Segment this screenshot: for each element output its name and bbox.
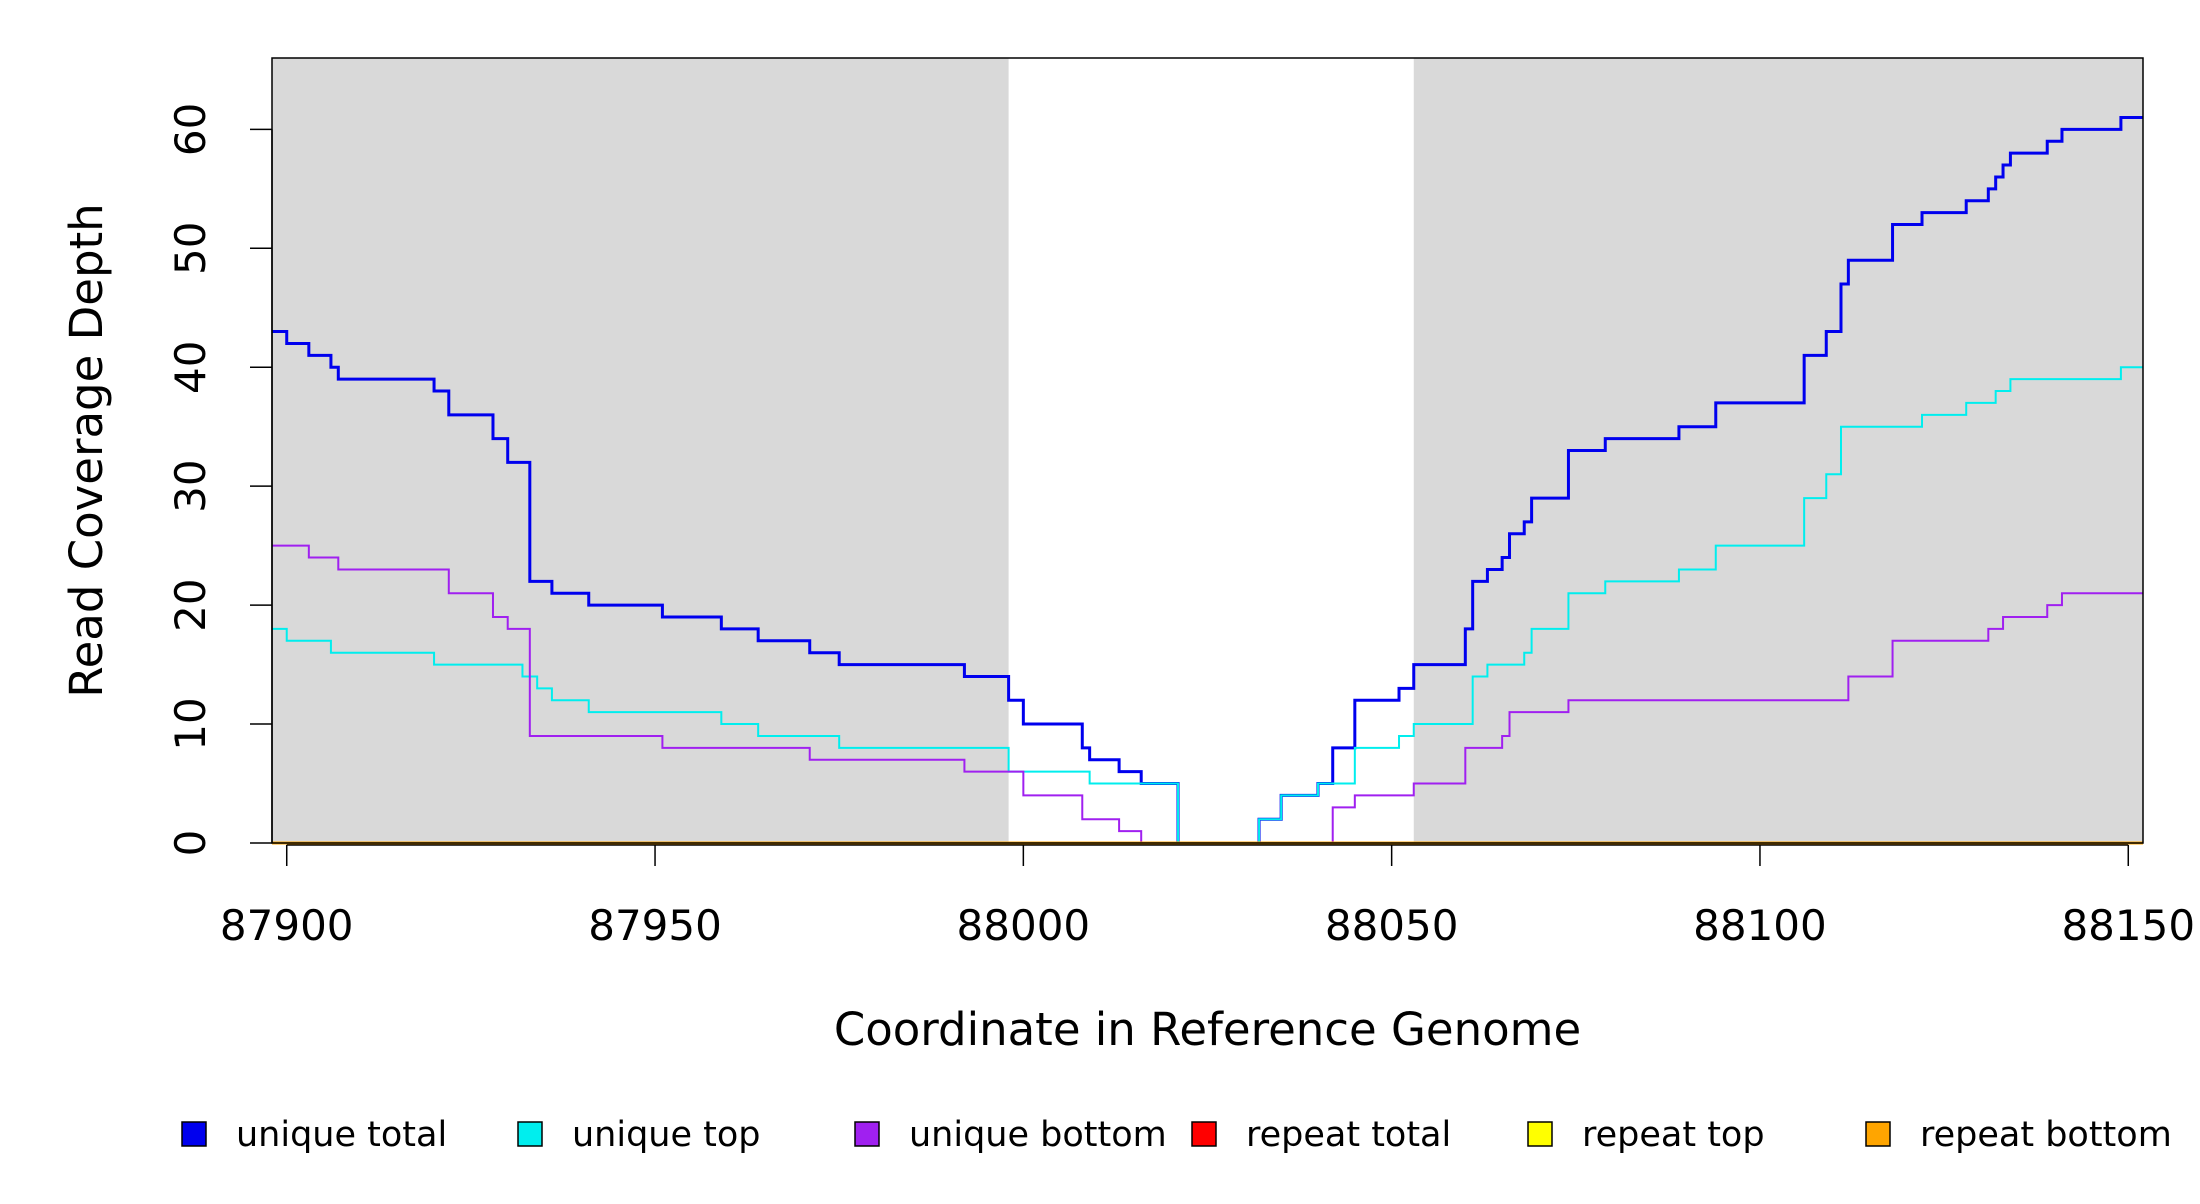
y-tick-label: 20 [166,578,215,631]
x-tick-label: 88150 [2061,901,2195,950]
shaded-region-1 [1413,58,2143,843]
legend-label-unique-bottom: unique bottom [909,1115,1167,1155]
legend-label-unique-total: unique total [236,1115,447,1155]
legend-label-unique-top: unique top [572,1115,761,1155]
series-line-unique-top [272,366,2143,844]
y-tick-label: 0 [166,830,215,857]
legend-label-repeat-total: repeat total [1246,1115,1451,1155]
legend-swatch-unique-bottom [854,1121,880,1147]
legend-swatch-repeat-top [1527,1121,1553,1147]
y-tick-label: 10 [166,697,215,750]
legend-label-repeat-top: repeat top [1582,1115,1765,1155]
legend: unique total unique top unique bottom repea… [181,1115,2172,1155]
legend-swatch-unique-top [517,1121,543,1147]
x-axis-title: Coordinate in Reference Genome [834,1003,1581,1056]
x-tick-label: 88050 [1325,901,1459,950]
legend-swatch-unique-total [181,1121,207,1147]
x-tick-label: 87950 [588,901,722,950]
x-tick-label: 87900 [220,901,354,950]
y-axis: 0 10 20 30 40 50 60 [166,103,273,857]
y-tick-label: 40 [166,341,215,394]
legend-swatch-repeat-total [1191,1121,1217,1147]
shaded-regions [272,58,2143,843]
legend-swatch-repeat-bottom [1865,1121,1891,1147]
x-axis: 87900 87950 88000 88050 88100 88150 [220,844,2195,950]
y-axis-title: Read Coverage Depth [60,203,113,697]
x-tick-label: 88100 [1693,901,1827,950]
y-tick-label: 50 [166,222,215,275]
y-tick-label: 30 [166,459,215,512]
y-tick-label: 60 [166,103,215,156]
legend-label-repeat-bottom: repeat bottom [1920,1115,2172,1155]
series-line-unique-total [272,115,2143,845]
x-tick-label: 88000 [957,901,1091,950]
shaded-region-0 [272,58,1009,843]
